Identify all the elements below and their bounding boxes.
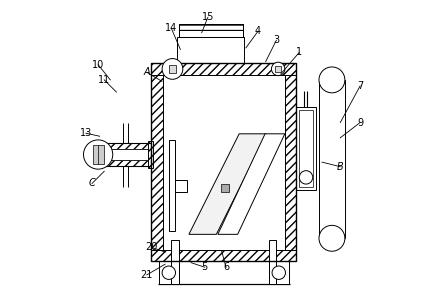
Bar <box>284 75 296 250</box>
Circle shape <box>84 140 113 169</box>
Text: 15: 15 <box>202 13 214 22</box>
Bar <box>100 143 152 149</box>
Bar <box>100 143 152 166</box>
Text: A: A <box>144 67 150 77</box>
Bar <box>152 75 163 250</box>
Circle shape <box>272 266 285 279</box>
Bar <box>152 63 296 261</box>
Bar <box>299 110 314 187</box>
Text: 20: 20 <box>145 242 158 252</box>
Text: C: C <box>89 178 95 188</box>
Circle shape <box>319 225 345 251</box>
Circle shape <box>162 58 183 79</box>
Bar <box>159 261 179 284</box>
Text: 10: 10 <box>92 60 104 70</box>
Bar <box>171 240 179 284</box>
Circle shape <box>272 62 285 76</box>
Bar <box>169 140 175 231</box>
Bar <box>179 24 243 30</box>
Text: 13: 13 <box>80 128 92 138</box>
Polygon shape <box>189 134 267 234</box>
Circle shape <box>319 67 345 93</box>
Bar <box>179 24 243 37</box>
Bar <box>177 37 245 63</box>
Text: 14: 14 <box>165 23 177 33</box>
Bar <box>175 180 187 192</box>
Text: 9: 9 <box>357 118 363 128</box>
Text: 1: 1 <box>296 47 302 58</box>
Bar <box>169 65 176 73</box>
Bar <box>319 80 345 238</box>
Bar <box>100 149 152 160</box>
Text: 6: 6 <box>223 262 229 272</box>
Bar <box>148 141 153 168</box>
Circle shape <box>162 266 175 279</box>
Bar <box>163 75 284 250</box>
Bar <box>296 107 316 189</box>
Text: 21: 21 <box>141 270 153 280</box>
Text: 3: 3 <box>273 35 280 45</box>
Bar <box>100 160 152 166</box>
Bar <box>269 240 276 284</box>
Bar <box>179 30 243 37</box>
Bar <box>276 66 281 72</box>
Text: 5: 5 <box>202 262 208 272</box>
Text: 7: 7 <box>357 81 363 91</box>
Bar <box>221 184 229 192</box>
Text: 11: 11 <box>98 75 110 85</box>
Bar <box>93 145 104 164</box>
Polygon shape <box>218 134 285 234</box>
Circle shape <box>299 171 313 184</box>
Text: B: B <box>337 162 344 172</box>
Text: 4: 4 <box>255 26 261 36</box>
Bar <box>152 63 296 75</box>
Bar <box>152 250 296 261</box>
Bar <box>269 261 288 284</box>
